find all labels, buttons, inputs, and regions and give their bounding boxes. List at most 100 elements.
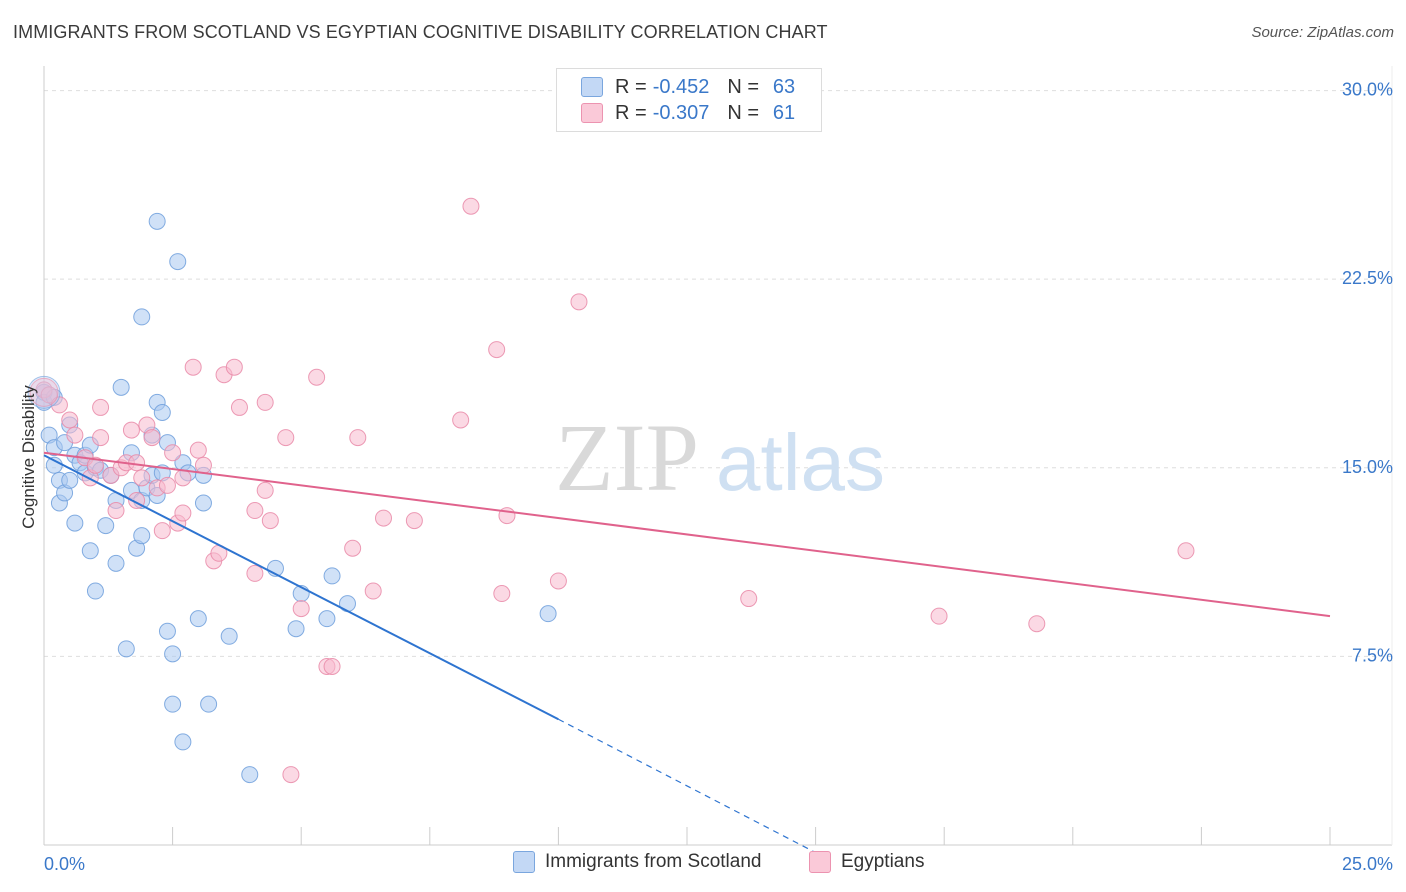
point-scotland bbox=[164, 695, 182, 713]
point-egyptians bbox=[405, 512, 423, 530]
point-scotland bbox=[81, 542, 99, 560]
point-scotland bbox=[86, 582, 104, 600]
point-egyptians bbox=[40, 386, 58, 404]
point-scotland bbox=[539, 605, 557, 623]
point-egyptians bbox=[488, 341, 506, 359]
point-egyptians bbox=[740, 590, 758, 608]
series-legend: Immigrants from Scotland Egyptians bbox=[0, 851, 1406, 877]
point-egyptians bbox=[1177, 542, 1195, 560]
legend-n-label: N = bbox=[727, 75, 760, 98]
legend-swatch-blue bbox=[513, 851, 535, 873]
point-egyptians bbox=[143, 429, 161, 447]
y-axis-label: Cognitive Disability bbox=[19, 385, 38, 529]
source-label: Source: ZipAtlas.com bbox=[1251, 24, 1394, 41]
legend-row-scotland: R = -0.452 N = 63 bbox=[581, 74, 795, 100]
legend-swatch-pink bbox=[809, 851, 831, 873]
point-scotland bbox=[158, 622, 176, 640]
legend-r-label: R = bbox=[615, 101, 647, 124]
point-egyptians bbox=[349, 429, 367, 447]
point-egyptians bbox=[261, 512, 279, 530]
point-egyptians bbox=[61, 411, 79, 429]
point-scotland bbox=[148, 212, 166, 230]
point-egyptians bbox=[493, 585, 511, 603]
point-scotland bbox=[112, 378, 130, 396]
legend-item-scotland[interactable]: Immigrants from Scotland bbox=[513, 851, 761, 873]
point-scotland bbox=[97, 517, 115, 535]
trend-lines bbox=[43, 451, 1331, 854]
point-egyptians bbox=[174, 504, 192, 522]
legend-item-egyptians[interactable]: Egyptians bbox=[809, 851, 924, 873]
watermark-zip: ZIP bbox=[555, 404, 699, 511]
point-egyptians bbox=[1028, 615, 1046, 633]
point-scotland bbox=[117, 640, 135, 658]
grid-lines bbox=[44, 90, 1392, 657]
point-egyptians bbox=[292, 600, 310, 618]
legend-swatch-blue bbox=[581, 77, 603, 97]
point-egyptians bbox=[549, 572, 567, 590]
point-egyptians bbox=[452, 411, 470, 429]
point-egyptians bbox=[246, 502, 264, 520]
point-scotland bbox=[133, 308, 151, 326]
y-tick-label: 30.0% bbox=[1342, 80, 1393, 100]
trend-line-scotland-extension bbox=[558, 718, 816, 854]
point-scotland bbox=[189, 610, 207, 628]
point-scotland bbox=[169, 253, 187, 271]
legend-label-egyptians: Egyptians bbox=[841, 851, 925, 872]
point-egyptians bbox=[246, 564, 264, 582]
point-scotland bbox=[164, 645, 182, 663]
tick-labels: 7.5% 15.0% 22.5% 30.0% 0.0% 25.0% bbox=[44, 80, 1393, 874]
point-egyptians bbox=[174, 469, 192, 487]
watermark-atlas: atlas bbox=[716, 418, 885, 507]
point-scotland-large bbox=[27, 375, 61, 409]
point-egyptians bbox=[66, 426, 84, 444]
point-scotland bbox=[323, 567, 341, 585]
point-egyptians bbox=[164, 444, 182, 462]
point-egyptians bbox=[256, 481, 274, 499]
legend-swatch-pink bbox=[581, 103, 603, 123]
point-egyptians bbox=[194, 456, 212, 474]
point-egyptians bbox=[308, 368, 326, 386]
trend-line-egyptians bbox=[43, 451, 1331, 618]
point-scotland bbox=[318, 610, 336, 628]
point-egyptians bbox=[225, 358, 243, 376]
point-egyptians bbox=[277, 429, 295, 447]
point-egyptians bbox=[107, 502, 125, 520]
trend-line-scotland bbox=[43, 454, 559, 721]
watermark: ZIP atlas bbox=[555, 404, 885, 511]
point-egyptians bbox=[375, 509, 393, 527]
point-scotland bbox=[287, 620, 305, 638]
legend-row-egyptians: R = -0.307 N = 61 bbox=[581, 100, 795, 126]
y-tick-label: 22.5% bbox=[1342, 268, 1393, 288]
legend-r-value: -0.452 bbox=[652, 75, 710, 98]
x-tick-label: 25.0% bbox=[1342, 854, 1393, 874]
point-egyptians bbox=[158, 476, 176, 494]
point-egyptians bbox=[282, 766, 300, 784]
point-scotland bbox=[107, 554, 125, 572]
point-egyptians bbox=[323, 657, 341, 675]
point-scotland bbox=[153, 403, 171, 421]
point-scotland bbox=[220, 627, 238, 645]
y-tick-label: 15.0% bbox=[1342, 457, 1393, 477]
point-egyptians bbox=[344, 539, 362, 557]
point-egyptians bbox=[86, 456, 104, 474]
point-scotland bbox=[66, 514, 84, 532]
point-egyptians bbox=[930, 607, 948, 625]
legend-n-label: N = bbox=[727, 101, 760, 124]
point-egyptians bbox=[133, 469, 151, 487]
correlation-legend: R = -0.452 N = 63 R = -0.307 N = 61 bbox=[556, 68, 822, 132]
point-egyptians bbox=[256, 393, 274, 411]
point-egyptians bbox=[153, 522, 171, 540]
point-egyptians bbox=[189, 441, 207, 459]
point-egyptians bbox=[92, 429, 110, 447]
point-scotland bbox=[241, 766, 259, 784]
data-points bbox=[27, 197, 1195, 784]
point-egyptians bbox=[364, 582, 382, 600]
chart-title: IMMIGRANTS FROM SCOTLAND VS EGYPTIAN COG… bbox=[13, 22, 828, 42]
legend-label-scotland: Immigrants from Scotland bbox=[545, 851, 762, 872]
point-egyptians bbox=[92, 398, 110, 416]
point-egyptians bbox=[122, 421, 140, 439]
point-scotland bbox=[200, 695, 218, 713]
point-scotland bbox=[194, 494, 212, 512]
point-scotland bbox=[174, 733, 192, 751]
